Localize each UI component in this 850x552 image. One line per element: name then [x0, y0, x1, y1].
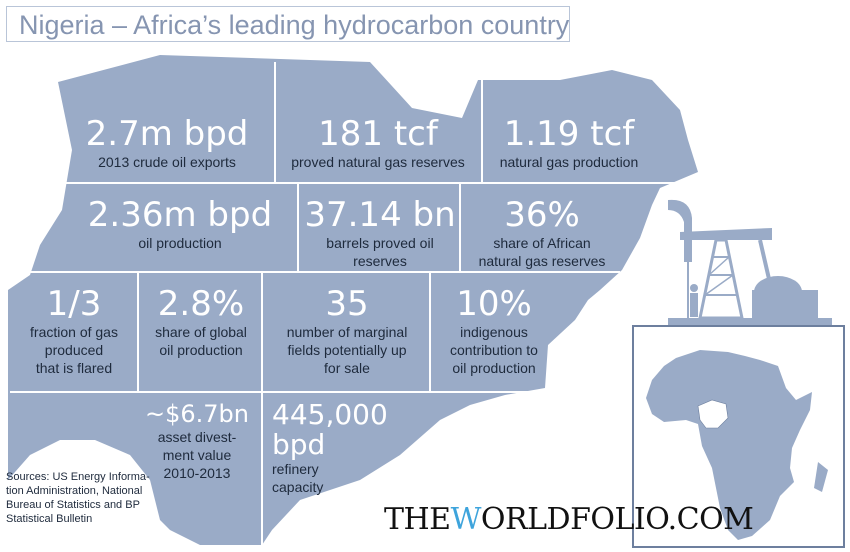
- brand-part: THE: [384, 502, 451, 537]
- africa-map-icon: [646, 350, 812, 540]
- stat-value: 445,000: [272, 398, 388, 431]
- stat-value: 2.36m bpd: [87, 195, 273, 235]
- stat-label: share of global: [155, 324, 247, 340]
- stat-value: ~$6.7bn: [145, 400, 249, 428]
- stat-value: 2.8%: [157, 284, 245, 324]
- stat-value: 35: [325, 284, 369, 324]
- oil-pump-jack-icon: [658, 199, 838, 331]
- stat-value: 181 tcf: [318, 114, 438, 154]
- stat-label: ment value: [162, 447, 232, 463]
- nigeria-map-shape: [8, 55, 698, 545]
- stat-label: contribution to: [450, 342, 538, 358]
- stat-oil-production: 2.36m bpd oil production: [62, 196, 298, 252]
- stat-global-share: 2.8% share of global oil production: [140, 285, 262, 359]
- stat-value-unit: bpd: [272, 428, 326, 461]
- stat-label: asset divest-: [157, 429, 237, 445]
- stat-label: oil production: [159, 342, 243, 358]
- stat-gas-reserves: 181 tcf proved natural gas reserves: [278, 115, 478, 171]
- stat-label: 2010-2013: [163, 465, 231, 481]
- stat-label: proved natural gas reserves: [291, 154, 465, 170]
- stat-label: natural gas reserves: [478, 253, 606, 269]
- stat-label: oil production: [452, 360, 536, 376]
- grid-dividers: [10, 62, 700, 545]
- brand-logo[interactable]: THEWORLDFOLIO.COM: [384, 502, 754, 537]
- stat-label: reserves: [353, 253, 407, 269]
- stat-label: share of African: [493, 235, 591, 251]
- stat-label: refinery: [272, 461, 319, 477]
- stat-label: barrels proved oil: [326, 235, 434, 251]
- stat-marginal-fields: 35 number of marginal fields potentially…: [264, 285, 430, 377]
- stat-label: oil production: [138, 235, 222, 251]
- stat-label: indigenous: [460, 324, 528, 340]
- stat-label: capacity: [272, 479, 324, 495]
- stat-label: that is flared: [35, 360, 113, 376]
- stat-label: number of marginal: [286, 324, 408, 340]
- stat-indigenous-contribution: 10% indigenous contribution to oil produ…: [432, 285, 556, 377]
- madagascar-shape: [814, 462, 828, 492]
- stat-value: 36%: [504, 195, 580, 235]
- sources-note: Sources: US Energy Informa- tion Adminis…: [6, 470, 166, 526]
- stat-crude-oil-exports: 2.7m bpd 2013 crude oil exports: [62, 115, 272, 171]
- page-title: Nigeria – Africa’s leading hydrocarbon c…: [19, 10, 570, 40]
- stat-label: fields potentially up: [287, 342, 407, 358]
- stat-oil-reserves: 37.14 bn barrels proved oil reserves: [300, 196, 460, 270]
- stat-african-gas-share: 36% share of African natural gas reserve…: [462, 196, 622, 270]
- stat-label: natural gas production: [499, 154, 639, 170]
- stat-label: 2013 crude oil exports: [98, 154, 236, 170]
- stat-label: fraction of gas: [30, 324, 118, 340]
- stat-asset-divestment: ~$6.7bn asset divest- ment value 2010-20…: [136, 400, 258, 482]
- stat-value: 1/3: [46, 284, 102, 324]
- stat-value: 2.7m bpd: [85, 114, 249, 154]
- stat-gas-production: 1.19 tcf natural gas production: [484, 115, 654, 171]
- stat-value: 37.14 bn: [304, 195, 456, 235]
- brand-w: W: [450, 502, 482, 537]
- sources-line: Statistical Bulletin: [6, 513, 93, 525]
- stat-value: 10%: [456, 284, 532, 324]
- title-box: Nigeria – Africa’s leading hydrocarbon c…: [6, 6, 570, 42]
- sources-line: Sources: US Energy Informa-: [6, 471, 150, 483]
- brand-part: ORLDFOLIO.COM: [480, 502, 754, 537]
- stat-gas-flared: 1/3 fraction of gas produced that is fla…: [10, 285, 138, 377]
- sources-line: Bureau of Statistics and BP: [6, 499, 140, 511]
- nigeria-highlight: [697, 399, 729, 429]
- stat-label: for sale: [324, 360, 370, 376]
- africa-locator-map: [632, 325, 845, 548]
- stat-refinery-capacity: 445,000 bpd refinery capacity: [272, 400, 422, 496]
- sources-line: tion Administration, National: [6, 485, 143, 497]
- stat-value: 1.19 tcf: [503, 114, 635, 154]
- stat-label: produced: [44, 342, 104, 358]
